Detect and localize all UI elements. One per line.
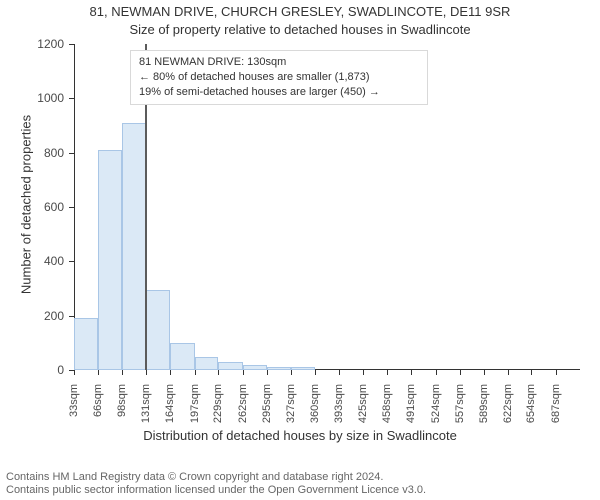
x-tick xyxy=(218,370,219,375)
x-tick-label: 197sqm xyxy=(189,384,201,444)
x-tick-label: 654sqm xyxy=(525,384,537,444)
annotation-box: 81 NEWMAN DRIVE: 130sqm ← 80% of detache… xyxy=(130,50,428,105)
x-tick-label: 295sqm xyxy=(261,384,273,444)
x-tick-label: 131sqm xyxy=(140,384,152,444)
x-tick xyxy=(195,370,196,375)
page-title-line2: Size of property relative to detached ho… xyxy=(0,22,600,37)
y-tick-label: 400 xyxy=(0,254,64,268)
x-tick-label: 164sqm xyxy=(164,384,176,444)
x-tick-label: 66sqm xyxy=(92,384,104,444)
x-tick xyxy=(98,370,99,375)
x-tick xyxy=(339,370,340,375)
annotation-line3: 19% of semi-detached houses are larger (… xyxy=(139,85,419,100)
y-tick-label: 1000 xyxy=(0,91,64,105)
histogram-bar xyxy=(146,290,170,370)
x-tick-label: 327sqm xyxy=(285,384,297,444)
histogram-bar xyxy=(195,357,219,370)
x-tick xyxy=(460,370,461,375)
x-tick-label: 425sqm xyxy=(357,384,369,444)
histogram-bar xyxy=(170,343,194,370)
histogram-bar xyxy=(74,318,98,370)
x-tick xyxy=(74,370,75,375)
x-tick-label: 622sqm xyxy=(502,384,514,444)
x-tick xyxy=(508,370,509,375)
y-tick xyxy=(69,98,74,99)
x-tick-label: 687sqm xyxy=(550,384,562,444)
histogram-bar xyxy=(218,362,242,370)
y-tick-label: 600 xyxy=(0,200,64,214)
histogram-bar xyxy=(267,367,291,370)
y-tick xyxy=(69,316,74,317)
footer-line2: Contains public sector information licen… xyxy=(6,484,426,498)
footer: Contains HM Land Registry data © Crown c… xyxy=(6,471,426,499)
x-tick-label: 589sqm xyxy=(478,384,490,444)
y-tick xyxy=(69,261,74,262)
x-tick xyxy=(436,370,437,375)
histogram-bar xyxy=(291,367,315,370)
x-tick xyxy=(267,370,268,375)
x-tick-label: 491sqm xyxy=(405,384,417,444)
x-tick-label: 360sqm xyxy=(309,384,321,444)
annotation-line1: 81 NEWMAN DRIVE: 130sqm xyxy=(139,55,419,70)
x-tick xyxy=(291,370,292,375)
histogram-bar xyxy=(122,123,146,370)
x-tick-label: 524sqm xyxy=(430,384,442,444)
x-tick-label: 393sqm xyxy=(333,384,345,444)
x-tick-label: 262sqm xyxy=(237,384,249,444)
histogram-bar xyxy=(98,150,122,370)
x-tick xyxy=(556,370,557,375)
x-tick xyxy=(315,370,316,375)
x-tick-label: 458sqm xyxy=(381,384,393,444)
x-tick xyxy=(170,370,171,375)
page-title-line1: 81, NEWMAN DRIVE, CHURCH GRESLEY, SWADLI… xyxy=(0,4,600,19)
annotation-line2: ← 80% of detached houses are smaller (1,… xyxy=(139,70,419,85)
y-tick-label: 0 xyxy=(0,363,64,377)
x-tick-label: 33sqm xyxy=(68,384,80,444)
x-tick xyxy=(146,370,147,375)
x-tick xyxy=(363,370,364,375)
x-tick-label: 557sqm xyxy=(454,384,466,444)
chart-container: 81, NEWMAN DRIVE, CHURCH GRESLEY, SWADLI… xyxy=(0,0,600,500)
y-tick xyxy=(69,153,74,154)
x-tick-label: 98sqm xyxy=(116,384,128,444)
y-tick xyxy=(69,44,74,45)
y-tick-label: 1200 xyxy=(0,37,64,51)
y-tick-label: 800 xyxy=(0,146,64,160)
footer-line1: Contains HM Land Registry data © Crown c… xyxy=(6,471,426,485)
x-tick xyxy=(531,370,532,375)
x-tick xyxy=(122,370,123,375)
x-tick xyxy=(411,370,412,375)
y-tick-label: 200 xyxy=(0,309,64,323)
y-tick xyxy=(69,207,74,208)
x-tick xyxy=(387,370,388,375)
x-tick xyxy=(243,370,244,375)
x-tick-label: 229sqm xyxy=(212,384,224,444)
x-tick xyxy=(484,370,485,375)
histogram-bar xyxy=(243,365,267,370)
